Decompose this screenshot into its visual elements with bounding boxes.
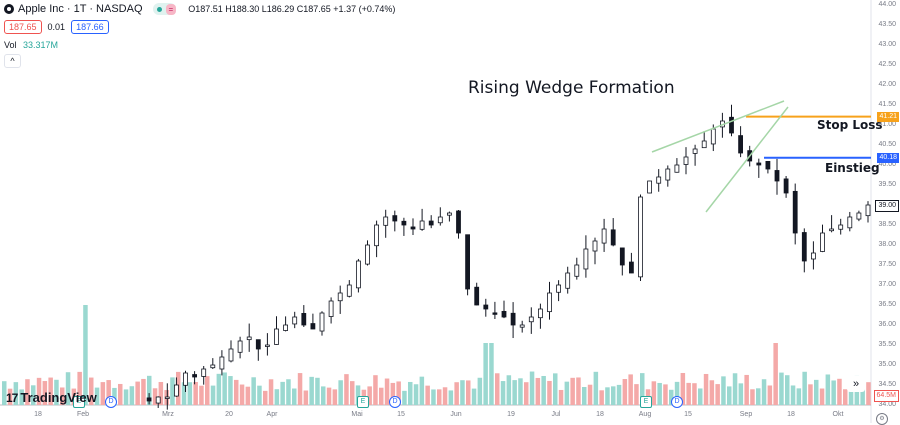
time-tick: 18 xyxy=(596,411,604,418)
volume-value: 33.317M xyxy=(23,40,59,50)
time-tick: 15 xyxy=(397,411,405,418)
time-tick: Apr xyxy=(266,411,278,418)
price-tick: 34.00 xyxy=(878,401,896,408)
volume-legend: Vol 33.317M xyxy=(4,40,395,50)
price-tick: 42.00 xyxy=(878,81,896,88)
last-price-tag: 39.00 xyxy=(875,200,899,212)
earnings-marker-icon[interactable]: E xyxy=(640,396,652,408)
entry-label[interactable]: Einstieg xyxy=(825,161,880,175)
tradingview-wordmark: TradingView xyxy=(20,390,97,405)
price-tick: 35.50 xyxy=(878,341,896,348)
spread-value: 0.01 xyxy=(47,22,66,32)
equals-icon: = xyxy=(165,3,177,15)
market-open-dot-icon xyxy=(156,6,162,12)
price-tick: 36.50 xyxy=(878,301,896,308)
time-tick: Feb xyxy=(76,411,90,418)
tradingview-mark-icon: 17 xyxy=(6,390,18,405)
price-tick: 41.50 xyxy=(878,101,896,108)
dividend-marker-icon[interactable]: D xyxy=(389,396,401,408)
time-tick: 19 xyxy=(507,411,515,418)
price-tick: 38.50 xyxy=(878,221,896,228)
ohlc-values: O187.51 H188.30 L186.29 C187.65 +1.37 (+… xyxy=(188,4,396,14)
scroll-to-realtime-button[interactable]: » xyxy=(847,376,865,392)
time-tick: Mrz xyxy=(162,411,174,418)
volume-tag: 64.5M xyxy=(873,390,899,402)
price-tick: 42.50 xyxy=(878,61,896,68)
chart-title-annotation[interactable]: Rising Wedge Formation xyxy=(468,78,675,98)
symbol-title[interactable]: Apple Inc · 1T · NASDAQ xyxy=(18,3,143,15)
entry-price-tag: 40.18 xyxy=(877,153,899,163)
price-tick: 37.50 xyxy=(878,261,896,268)
stop-loss-price-tag: 41.21 xyxy=(877,112,899,122)
axis-settings-button[interactable]: ⚙ xyxy=(876,413,888,425)
price-tick: 43.50 xyxy=(878,21,896,28)
price-tick: 40.50 xyxy=(878,141,896,148)
time-tick: 20 xyxy=(225,411,233,418)
volume-label: Vol xyxy=(4,40,17,50)
price-tick: 41.00 xyxy=(878,121,896,128)
apple-logo-icon xyxy=(4,4,14,14)
chevron-up-icon: ^ xyxy=(10,56,15,66)
dividend-marker-icon[interactable]: D xyxy=(671,396,683,408)
tradingview-logo[interactable]: 17 TradingView xyxy=(6,390,97,405)
earnings-marker-icon[interactable]: E xyxy=(357,396,369,408)
sell-price-button[interactable]: 187.65 xyxy=(4,20,42,34)
price-tick: 43.00 xyxy=(878,41,896,48)
time-tick: Mai xyxy=(351,411,363,418)
market-status-pill[interactable]: = xyxy=(152,3,177,15)
collapse-legend-button[interactable]: ^ xyxy=(4,54,21,68)
time-tick: 18 xyxy=(787,411,795,418)
price-tick: 44.00 xyxy=(878,1,896,8)
chart-legend: Apple Inc · 1T · NASDAQ = O187.51 H188.3… xyxy=(4,2,395,68)
dividend-marker-icon[interactable]: D xyxy=(105,396,117,408)
price-tick: 40.00 xyxy=(878,161,896,168)
time-tick: Jun xyxy=(450,411,462,418)
price-tick: 36.00 xyxy=(878,321,896,328)
price-tick: 37.00 xyxy=(878,281,896,288)
time-tick: 15 xyxy=(684,411,692,418)
price-tick: 34.50 xyxy=(878,381,896,388)
price-tick: 38.00 xyxy=(878,241,896,248)
earnings-marker-icon[interactable]: E xyxy=(73,396,85,408)
time-tick: Sep xyxy=(739,411,753,418)
gear-icon: ⚙ xyxy=(879,416,885,422)
time-tick: Aug xyxy=(638,411,652,418)
time-tick: Okt xyxy=(832,411,844,418)
stop-loss-label[interactable]: Stop Loss xyxy=(817,118,883,132)
time-tick: 18 xyxy=(34,411,42,418)
price-tick: 35.00 xyxy=(878,361,896,368)
buy-price-button[interactable]: 187.66 xyxy=(71,20,109,34)
time-tick: Jul xyxy=(551,411,561,418)
price-tick: 39.50 xyxy=(878,181,896,188)
double-chevron-right-icon: » xyxy=(852,378,860,390)
